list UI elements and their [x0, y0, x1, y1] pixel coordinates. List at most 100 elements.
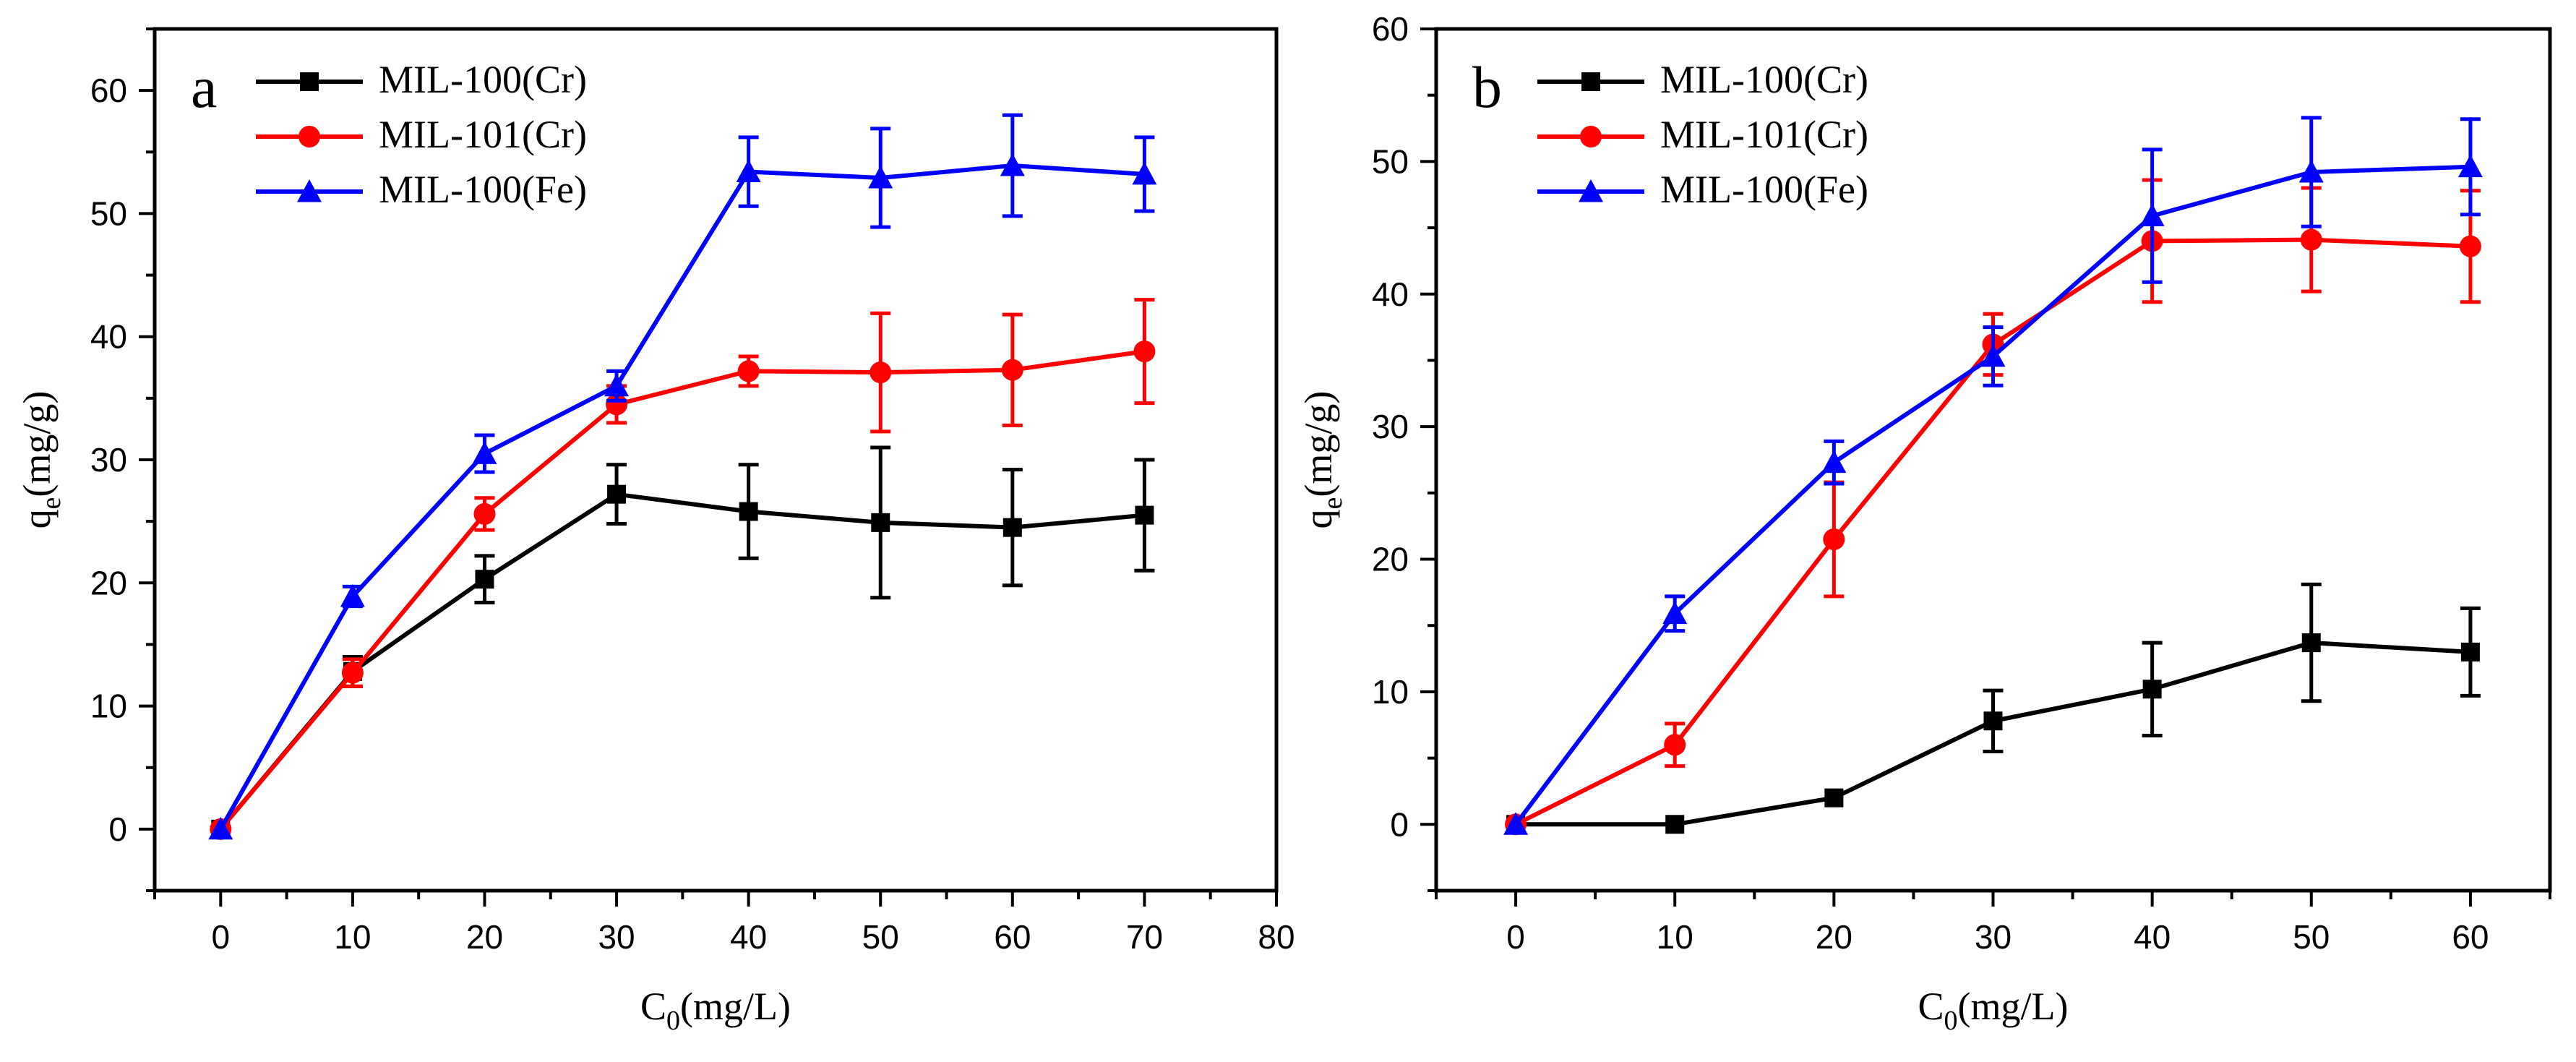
x-axis-title-main: C [640, 985, 666, 1028]
y-tick-label: 40 [90, 318, 127, 356]
x-tick-label: 20 [466, 918, 503, 956]
y-tick-label: 0 [1390, 805, 1409, 843]
x-axis-title: C0(mg/L) [1918, 985, 2069, 1036]
series-MIL-100(Fe) [208, 113, 1157, 840]
x-axis-title-subscript: 0 [666, 1006, 680, 1036]
data-point [736, 159, 761, 182]
x-tick-label: 40 [730, 918, 767, 956]
y-axis-title-unit: (mg/g) [15, 391, 59, 497]
data-point [2298, 160, 2324, 183]
plot-frame [1434, 27, 2552, 893]
x-tick-label: 0 [211, 918, 230, 956]
legend: MIL-100(Cr) MIL-101(Cr) MIL-100(Fe) [256, 58, 587, 211]
panel-letter: b [1472, 54, 1502, 120]
data-point [2457, 154, 2483, 178]
x-tick-label: 10 [334, 918, 371, 956]
y-tick-label: 30 [90, 441, 127, 479]
x-tick-label: 50 [2293, 918, 2330, 956]
x-axis-title-unit: (mg/L) [680, 985, 791, 1028]
y-tick-label: 20 [1372, 541, 1409, 578]
data-point [1664, 734, 1686, 756]
x-tick-label: 30 [598, 918, 635, 956]
data-point [2300, 228, 2322, 251]
x-axis-title-unit: (mg/L) [1958, 985, 2069, 1028]
series-MIL-100(Cr) [1506, 582, 2481, 834]
panel-a: 0 10 20 30 40 50 60 70 800102030405060C0(mg/L)qe… [15, 27, 1295, 1036]
data-point [604, 373, 630, 397]
legend-label: MIL-100(Fe) [379, 168, 587, 211]
legend-label: MIL-101(Cr) [379, 113, 587, 156]
y-tick-label: 20 [90, 564, 127, 601]
data-point [2459, 235, 2481, 257]
data-point [472, 441, 497, 464]
x-tick-label: 50 [862, 918, 899, 956]
y-axis-title-subscript: e [1318, 497, 1348, 510]
x-tick-label: 40 [2134, 918, 2171, 956]
y-tick-label: 10 [1372, 673, 1409, 711]
y-axis-title: qe(mg/g) [15, 391, 66, 529]
series-line [218, 492, 1145, 831]
y-tick-label: 40 [1372, 275, 1409, 313]
data-point [2460, 642, 2480, 661]
series-line [218, 163, 1145, 831]
legend-marker [299, 126, 320, 147]
data-point [739, 502, 758, 521]
panel-b: 0 10 20 30 40 50 600102030405060C0(mg/L)qe(mg/… [1297, 10, 2552, 1036]
x-tick-label: 60 [2452, 918, 2489, 956]
data-point [1824, 788, 1844, 808]
data-point [341, 661, 364, 684]
data-point [2142, 680, 2162, 699]
data-point [1983, 711, 2003, 731]
legend-label: MIL-101(Cr) [1660, 113, 1868, 156]
x-tick-label: 30 [1975, 918, 2012, 956]
data-point [1133, 341, 1156, 363]
data-point [2139, 203, 2165, 227]
y-tick-label: 60 [1372, 10, 1409, 48]
x-tick-label: 10 [1657, 918, 1693, 956]
legend-label: MIL-100(Cr) [379, 58, 587, 101]
data-point [1503, 812, 1529, 835]
legend-marker [300, 72, 319, 91]
x-axis-title: C0(mg/L) [640, 985, 791, 1036]
y-axis-title-unit: (mg/g) [1297, 391, 1340, 497]
data-point [607, 484, 627, 504]
legend-marker [1580, 126, 1602, 147]
y-tick-label: 50 [90, 194, 127, 232]
y-tick-label: 60 [90, 72, 127, 109]
data-point [1135, 505, 1154, 525]
data-point [871, 513, 890, 532]
data-point [340, 584, 365, 607]
legend-marker [1581, 72, 1600, 91]
panel-letter: a [191, 54, 217, 120]
legend-label: MIL-100(Fe) [1660, 168, 1868, 211]
legend: MIL-100(Cr) MIL-101(Cr) MIL-100(Fe) [1537, 58, 1868, 211]
legend-marker [1579, 179, 1603, 202]
x-axis-title-subscript: 0 [1944, 1006, 1958, 1036]
data-point [868, 166, 893, 189]
data-point [1821, 450, 1847, 474]
y-tick-label: 50 [1372, 142, 1409, 180]
data-point [1823, 528, 1845, 551]
y-axis-title-main: q [1297, 509, 1340, 528]
data-point [1132, 161, 1157, 185]
series-MIL-100(Fe) [1503, 116, 2483, 835]
y-axis-title: qe(mg/g) [1297, 391, 1348, 529]
x-axis-title-main: C [1918, 985, 1944, 1028]
series-line [219, 349, 1145, 831]
x-tick-label: 0 [1506, 918, 1525, 956]
data-point [208, 816, 233, 840]
data-point [473, 502, 496, 525]
x-tick-label: 60 [994, 918, 1031, 956]
data-point [1001, 359, 1023, 381]
y-tick-label: 30 [1372, 408, 1409, 445]
data-point [475, 570, 494, 589]
data-point [1665, 815, 1685, 834]
x-tick-label: 70 [1126, 918, 1163, 956]
data-point [2301, 633, 2321, 653]
legend-label: MIL-100(Cr) [1660, 58, 1868, 101]
data-point [1000, 153, 1025, 176]
data-point [1003, 518, 1022, 537]
data-point [870, 361, 892, 384]
data-point [737, 360, 760, 382]
